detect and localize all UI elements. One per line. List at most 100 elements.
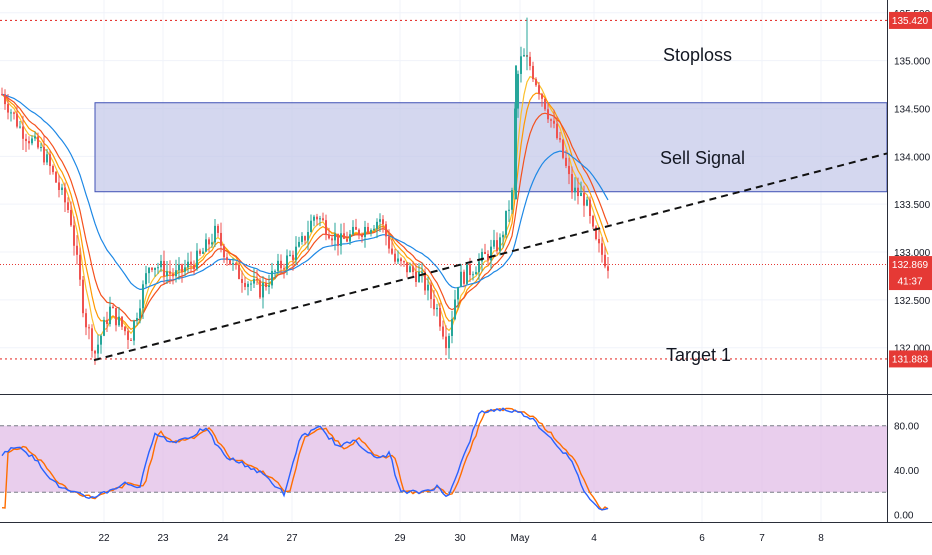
candle-body	[508, 209, 510, 211]
candle-body	[445, 336, 447, 349]
candle-body	[388, 236, 390, 249]
candle-body	[196, 250, 198, 270]
oscillator-tick-label: 40.00	[894, 466, 919, 477]
candle-body	[193, 264, 195, 270]
time-axis[interactable]: 22 23 24 27 29 30 May 4 6 7 8	[98, 533, 824, 544]
candle-body	[16, 113, 18, 127]
candle-body	[238, 265, 240, 279]
candle-body	[19, 126, 21, 128]
candle-body	[250, 283, 252, 285]
candle-body	[85, 313, 87, 328]
candle-body	[517, 73, 519, 109]
candle-body	[529, 56, 531, 66]
price-tick-label: 134.500	[894, 104, 931, 115]
candle-body	[331, 238, 333, 241]
candle-body	[457, 287, 459, 300]
current-price-label: 132.869	[892, 260, 929, 271]
candle-body	[292, 254, 294, 261]
candle-body	[283, 268, 285, 270]
candle-body	[460, 271, 462, 288]
candle-body	[286, 255, 288, 270]
candle-body	[418, 271, 420, 282]
candle-body	[127, 331, 129, 340]
stoploss-annotation: Stoploss	[663, 45, 732, 65]
candle-body	[400, 258, 402, 262]
candle-body	[79, 254, 81, 280]
candle-body	[496, 240, 498, 251]
candle-body	[37, 136, 39, 148]
time-tick-label: 27	[286, 533, 298, 544]
candle-body	[4, 94, 6, 105]
price-tick-label: 133.000	[894, 248, 931, 259]
candle-body	[289, 254, 291, 256]
candle-body	[121, 316, 123, 327]
candle-body	[607, 266, 609, 271]
candle-body	[298, 241, 300, 247]
candle-body	[562, 139, 564, 158]
oscillator-d-line	[1, 407, 609, 512]
oscillator-tick-label: 0.00	[894, 510, 914, 521]
candle-body	[601, 243, 603, 255]
candle-body	[106, 319, 108, 325]
candle-body	[13, 112, 15, 114]
candle-body	[10, 112, 12, 114]
candle-body	[46, 154, 48, 163]
candle-body	[550, 119, 552, 121]
candle-body	[154, 267, 156, 270]
candle-body	[31, 138, 33, 144]
candle-body	[226, 257, 228, 261]
candle-body	[22, 126, 24, 139]
candle-body	[334, 233, 336, 241]
oscillator-axis[interactable]: 80.00 40.00 0.00	[894, 422, 919, 522]
candle-body	[112, 306, 114, 309]
candle-body	[337, 233, 339, 246]
price-axis[interactable]: 135.500135.000134.500134.000133.500133.0…	[894, 9, 931, 355]
candle-body	[88, 327, 90, 329]
candle-body	[244, 282, 246, 287]
candle-body	[412, 266, 414, 272]
candle-body	[136, 318, 138, 321]
time-tick-label: 8	[818, 533, 824, 544]
candle-body	[211, 242, 213, 245]
candle-body	[406, 262, 408, 273]
time-tick-label: 29	[394, 533, 406, 544]
trend-line[interactable]	[93, 152, 888, 362]
candle-body	[463, 271, 465, 284]
candle-body	[67, 202, 69, 211]
candle-body	[397, 258, 399, 262]
candle-body	[178, 264, 180, 271]
candle-body	[559, 138, 561, 140]
oscillator-k-line	[1, 407, 609, 511]
time-tick-label: 4	[591, 533, 597, 544]
candle-body	[511, 190, 513, 210]
oscillator-tick-label: 80.00	[894, 422, 919, 433]
candle-body	[385, 224, 387, 237]
candle-body	[274, 270, 276, 272]
candle-body	[490, 246, 492, 261]
candle-body	[355, 226, 357, 230]
candle-body	[25, 138, 27, 142]
candle-body	[487, 253, 489, 261]
candle-body	[565, 157, 567, 166]
candle-body	[40, 147, 42, 149]
candle-body	[424, 271, 426, 291]
candle-body	[145, 273, 147, 285]
candle-body	[574, 187, 576, 193]
candle-body	[466, 264, 468, 284]
candle-body	[157, 267, 159, 269]
candle-body	[409, 266, 411, 273]
candle-body	[592, 216, 594, 227]
candle-body	[361, 235, 363, 237]
candle-body	[313, 216, 315, 221]
candle-body	[7, 104, 9, 113]
candle-body	[421, 271, 423, 273]
candle-body	[478, 261, 480, 273]
candle-body	[304, 236, 306, 241]
candle-body	[541, 94, 543, 99]
candle-body	[64, 187, 66, 203]
candle-body	[223, 245, 225, 258]
candle-body	[73, 225, 75, 246]
candle-body	[571, 174, 573, 193]
candle-body	[28, 141, 30, 144]
